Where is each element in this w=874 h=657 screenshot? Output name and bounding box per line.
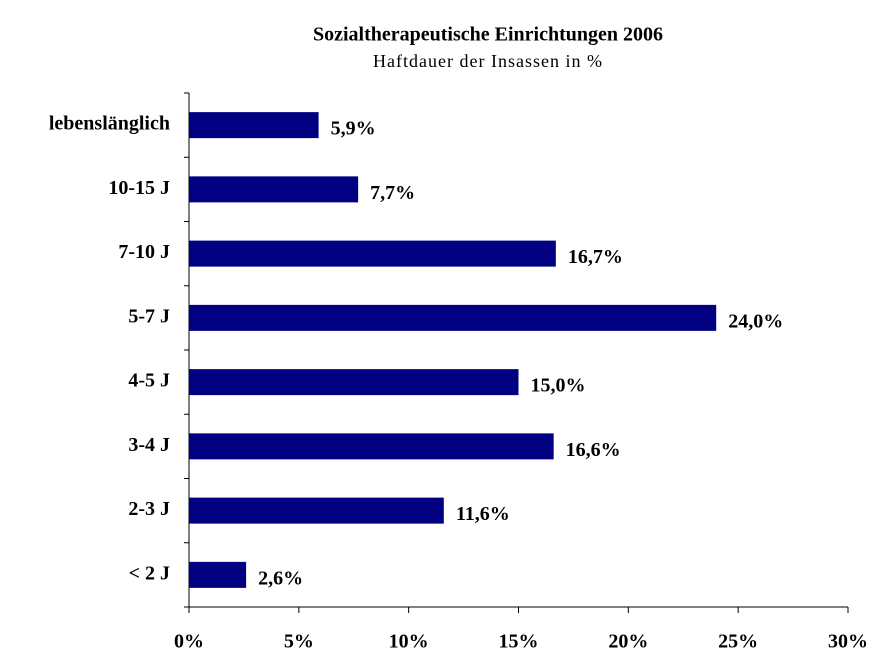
bar: [189, 176, 359, 203]
y-tick-label: 10-15 J: [108, 177, 170, 199]
x-tick-label: 0%: [174, 631, 204, 653]
bar: [189, 497, 444, 524]
data-label: 7,7%: [370, 182, 415, 204]
bar: [189, 240, 556, 267]
data-label: 5,9%: [331, 118, 376, 140]
bar: [189, 433, 554, 460]
x-tick-label: 20%: [608, 631, 648, 653]
x-tick-label: 15%: [499, 631, 539, 653]
y-tick-label: 3-4 J: [128, 434, 170, 456]
chart-title: Sozialtherapeutische Einrichtungen 2006: [313, 24, 663, 46]
x-tick-label: 25%: [718, 631, 758, 653]
bar: [189, 369, 519, 396]
x-tick-label: 30%: [828, 631, 868, 653]
y-tick-label: 5-7 J: [128, 305, 170, 327]
data-label: 16,6%: [566, 439, 621, 461]
bar: [189, 561, 247, 588]
y-tick-label: 4-5 J: [128, 370, 170, 392]
bar: [189, 304, 717, 331]
data-label: 15,0%: [531, 375, 586, 397]
y-tick-label: lebenslänglich: [49, 113, 170, 135]
y-tick-label: 7-10 J: [118, 241, 170, 263]
data-label: 11,6%: [456, 503, 510, 525]
data-label: 16,7%: [568, 246, 623, 268]
bar: [189, 112, 319, 139]
x-tick-label: 10%: [389, 631, 429, 653]
chart-subtitle: Haftdauer der Insassen in %: [373, 51, 603, 71]
x-tick-label: 5%: [284, 631, 314, 653]
data-label: 24,0%: [728, 310, 783, 332]
y-tick-label: 2-3 J: [128, 498, 170, 520]
y-tick-label: < 2 J: [129, 562, 170, 584]
data-label: 2,6%: [258, 567, 303, 589]
